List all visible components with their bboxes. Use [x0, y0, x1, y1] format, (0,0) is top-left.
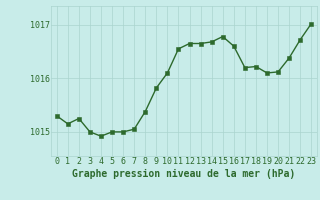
X-axis label: Graphe pression niveau de la mer (hPa): Graphe pression niveau de la mer (hPa): [72, 169, 296, 179]
